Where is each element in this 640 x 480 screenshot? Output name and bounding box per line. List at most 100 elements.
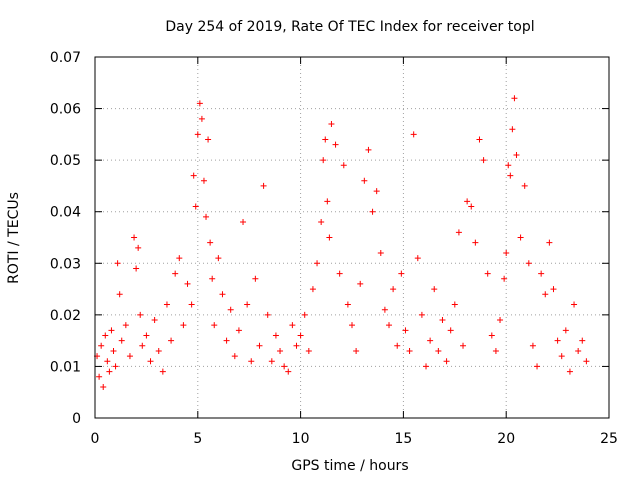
data-point bbox=[301, 311, 308, 318]
data-point bbox=[190, 172, 197, 179]
data-point bbox=[200, 177, 207, 184]
data-point bbox=[443, 358, 450, 365]
data-point bbox=[394, 342, 401, 349]
data-point bbox=[219, 291, 226, 298]
data-point bbox=[260, 182, 267, 189]
data-points bbox=[94, 95, 590, 391]
data-point bbox=[558, 353, 565, 360]
x-axis-label: GPS time / hours bbox=[291, 458, 408, 474]
data-point bbox=[538, 270, 545, 277]
data-point bbox=[223, 337, 230, 344]
data-point bbox=[104, 358, 111, 365]
data-point bbox=[305, 347, 312, 354]
data-point bbox=[529, 342, 536, 349]
data-point bbox=[180, 322, 187, 329]
data-point bbox=[480, 157, 487, 164]
data-point bbox=[240, 219, 247, 226]
data-point bbox=[231, 353, 238, 360]
data-point bbox=[427, 337, 434, 344]
data-point bbox=[423, 363, 430, 370]
data-point bbox=[268, 358, 275, 365]
data-point bbox=[418, 311, 425, 318]
data-point bbox=[289, 322, 296, 329]
data-point bbox=[322, 136, 329, 143]
data-point bbox=[386, 322, 393, 329]
y-tick-label: 0.02 bbox=[50, 308, 81, 324]
data-point bbox=[108, 327, 115, 334]
data-point bbox=[110, 347, 117, 354]
data-point bbox=[159, 368, 166, 375]
data-point bbox=[106, 368, 113, 375]
data-point bbox=[326, 234, 333, 241]
data-point bbox=[281, 363, 288, 370]
data-point bbox=[402, 327, 409, 334]
data-point bbox=[172, 270, 179, 277]
data-point bbox=[554, 337, 561, 344]
plot-frame bbox=[94, 56, 610, 419]
data-point bbox=[517, 234, 524, 241]
data-point bbox=[320, 157, 327, 164]
data-point bbox=[451, 301, 458, 308]
data-point bbox=[365, 146, 372, 153]
data-point bbox=[521, 182, 528, 189]
data-point bbox=[525, 260, 532, 267]
data-point bbox=[377, 249, 384, 256]
data-point bbox=[96, 373, 103, 380]
data-point bbox=[324, 198, 331, 205]
data-point bbox=[203, 213, 210, 220]
data-point bbox=[184, 280, 191, 287]
data-point bbox=[579, 337, 586, 344]
data-point bbox=[361, 177, 368, 184]
data-point bbox=[546, 239, 553, 246]
data-point bbox=[511, 95, 518, 102]
y-tick-label: 0.05 bbox=[50, 153, 81, 169]
data-point bbox=[176, 255, 183, 262]
data-point bbox=[503, 249, 510, 256]
data-point bbox=[414, 255, 421, 262]
data-point bbox=[373, 188, 380, 195]
y-tick-label: 0.04 bbox=[50, 205, 81, 221]
data-point bbox=[460, 342, 467, 349]
data-point bbox=[505, 162, 512, 169]
x-tick-label: 15 bbox=[394, 431, 412, 447]
data-point bbox=[102, 332, 109, 339]
data-point bbox=[340, 162, 347, 169]
grid-lines bbox=[95, 57, 609, 418]
data-point bbox=[118, 337, 125, 344]
data-point bbox=[227, 306, 234, 313]
data-point bbox=[100, 384, 107, 391]
data-point bbox=[209, 275, 216, 282]
data-point bbox=[297, 332, 304, 339]
data-point bbox=[435, 347, 442, 354]
data-point bbox=[168, 337, 175, 344]
data-point bbox=[235, 327, 242, 334]
data-point bbox=[336, 270, 343, 277]
x-tick-label: 20 bbox=[497, 431, 515, 447]
data-point bbox=[562, 327, 569, 334]
data-point bbox=[406, 347, 413, 354]
y-tick-label: 0.06 bbox=[50, 102, 81, 118]
data-point bbox=[137, 311, 144, 318]
data-point bbox=[468, 203, 475, 210]
data-point bbox=[155, 347, 162, 354]
data-point bbox=[344, 301, 351, 308]
data-point bbox=[314, 260, 321, 267]
data-point bbox=[126, 353, 133, 360]
x-tick-label: 5 bbox=[193, 431, 202, 447]
data-point bbox=[550, 286, 557, 293]
y-axis-label: ROTI / TECUs bbox=[6, 192, 22, 284]
data-point bbox=[318, 219, 325, 226]
data-point bbox=[163, 301, 170, 308]
data-point bbox=[488, 332, 495, 339]
y-tick-label: 0.07 bbox=[50, 50, 81, 66]
data-point bbox=[248, 358, 255, 365]
data-point bbox=[188, 301, 195, 308]
data-point bbox=[328, 121, 335, 128]
data-point bbox=[583, 358, 590, 365]
data-point bbox=[455, 229, 462, 236]
data-point bbox=[497, 317, 504, 324]
data-point bbox=[492, 347, 499, 354]
data-point bbox=[139, 342, 146, 349]
